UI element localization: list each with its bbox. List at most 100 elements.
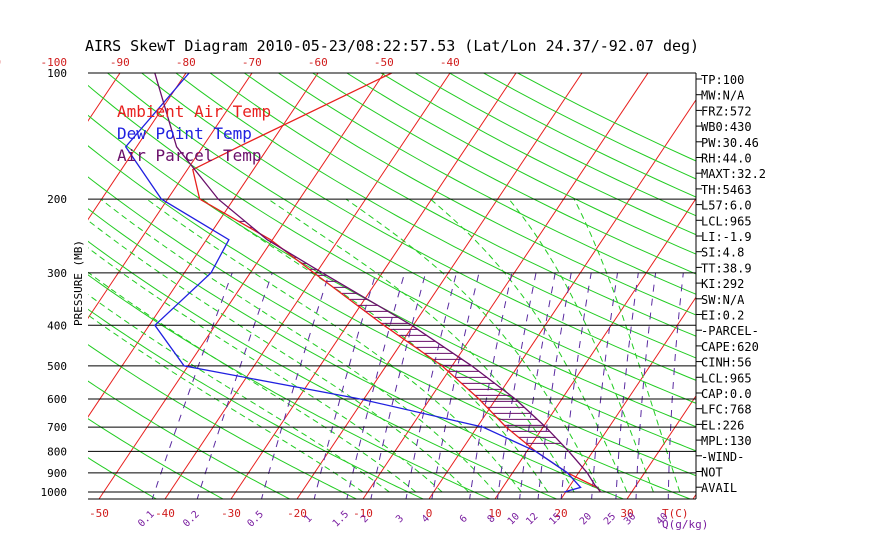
dry-adiabat-line	[88, 114, 696, 452]
pressure-tick-label: 700	[47, 421, 67, 434]
dry-adiabat-line	[140, 73, 696, 381]
mixing-ratio-tick-label: 12	[524, 511, 540, 527]
bottom-temp-tick-label: 10	[488, 507, 501, 520]
index-value: EL:226	[701, 418, 744, 432]
mixing-ratio-line	[405, 272, 457, 499]
index-value: LI:-1.9	[701, 230, 752, 244]
bottom-temp-tick-label: 0	[426, 507, 433, 520]
index-value: MPL:130	[701, 434, 752, 448]
top-temp-tick-label: -70	[242, 56, 262, 69]
dry-adiabat-line	[88, 176, 692, 499]
dry-adiabat-line	[88, 457, 158, 499]
index-value: L57:6.0	[701, 199, 752, 213]
legend-entry: Air Parcel Temp	[117, 146, 262, 165]
series-line	[124, 73, 582, 493]
mixing-ratio-tick-label: 0.1	[136, 509, 157, 530]
dry-adiabat-line	[345, 73, 696, 255]
dry-adiabat-line	[277, 73, 696, 295]
top-temp-tick-label: -40	[440, 56, 460, 69]
pressure-tick-label: 500	[47, 360, 67, 373]
index-value: CINH:56	[701, 356, 752, 370]
bottom-temp-unit: T(C)	[662, 507, 689, 520]
index-value: -PARCEL-	[701, 324, 759, 338]
isotherm-line	[164, 73, 451, 499]
mixing-ratio-line	[537, 272, 572, 499]
top-temp-tick-label: -110	[0, 56, 1, 69]
moist-adiabat-line	[345, 198, 602, 493]
index-value: TH:5463	[701, 183, 752, 197]
index-value: KI:292	[701, 277, 744, 291]
mixing-ratio-line	[260, 272, 330, 499]
top-temp-tick-label: -80	[176, 56, 196, 69]
mixing-ratio-tick-label: 10	[506, 511, 522, 527]
index-value: TP:100	[701, 73, 744, 87]
dry-adiabat-line	[209, 73, 696, 337]
dry-adiabat-line	[88, 274, 492, 499]
mixing-ratio-unit: Q(g/kg)	[662, 518, 708, 531]
isotherm-line	[88, 73, 319, 418]
isotherm-line	[362, 73, 649, 499]
index-value: SI:4.8	[701, 246, 744, 260]
index-value: CAPE:620	[701, 340, 759, 354]
dry-adiabat-line	[106, 73, 696, 404]
top-temp-tick-label: -50	[374, 56, 394, 69]
index-value: LCL:965	[701, 371, 752, 385]
mixing-ratio-tick-label: 20	[578, 511, 594, 527]
index-value: LCL:965	[701, 214, 752, 228]
dry-adiabat-line	[175, 73, 696, 359]
legend-entry: Dew Point Temp	[117, 124, 252, 143]
dry-adiabat-line	[88, 344, 358, 499]
isotherm-line	[759, 54, 870, 499]
mixing-ratio-line	[346, 272, 406, 499]
index-value: PW:30.46	[701, 136, 759, 150]
series-line	[154, 73, 602, 493]
mixing-ratio-line	[519, 272, 556, 499]
moist-adiabat-line	[573, 198, 681, 493]
bottom-temp-tick-label: -50	[89, 507, 109, 520]
isotherm-line	[825, 54, 870, 499]
dry-adiabat-line	[88, 380, 291, 499]
index-value: -WIND-	[701, 450, 744, 464]
index-value: EI:0.2	[701, 309, 744, 323]
isotherm-line	[626, 394, 696, 499]
cape-hatching	[238, 220, 562, 444]
bottom-temp-tick-label: -10	[353, 507, 373, 520]
dry-adiabat-line	[88, 208, 625, 499]
moist-adiabat-line	[100, 198, 496, 493]
profile-series	[124, 73, 602, 493]
mixing-ratio-tick-label: 1.5	[331, 509, 352, 530]
mixing-ratio-line	[560, 272, 592, 499]
pressure-tick-label: 200	[47, 193, 67, 206]
pressure-tick-label: 600	[47, 393, 67, 406]
index-value: WB0:430	[701, 120, 752, 134]
index-value: CAP:0.0	[701, 387, 752, 401]
moist-adiabat-line	[88, 247, 443, 493]
isotherm-line	[560, 296, 696, 499]
pressure-tick-label: 300	[47, 267, 67, 280]
mixing-ratio-tick-label: 6	[458, 513, 470, 525]
isotherm-line	[230, 73, 517, 499]
index-value: AVAIL	[701, 481, 737, 495]
dry-adiabat-line	[243, 73, 696, 316]
isotherm-line	[428, 99, 696, 499]
index-value: MAXT:32.2	[701, 167, 766, 181]
legend-entry: Ambient Air Temp	[117, 102, 271, 121]
top-temp-tick-label: -90	[110, 56, 130, 69]
mixing-ratio-line	[370, 272, 427, 499]
mixing-ratio-tick-label: 1	[302, 513, 314, 525]
dry-adiabat-line	[88, 418, 225, 499]
index-value: MW:N/A	[701, 89, 745, 103]
dry-adiabat-line	[88, 145, 696, 477]
y-axis-label: PRESSURE (MB)	[72, 240, 85, 326]
mixing-ratio-line	[151, 272, 233, 499]
mixing-ratio-tick-label: 0.2	[181, 509, 202, 530]
chart-title: AIRS SkewT Diagram 2010-05-23/08:22:57.5…	[85, 37, 699, 55]
pressure-tick-label: 800	[47, 445, 67, 458]
dry-adiabat-line	[482, 73, 696, 180]
dry-adiabat-line	[311, 73, 696, 275]
bottom-temp-tick-label: 20	[554, 507, 567, 520]
dry-adiabat-line	[88, 240, 558, 499]
mixing-ratio-line	[469, 272, 513, 499]
isotherm-line	[88, 73, 187, 221]
